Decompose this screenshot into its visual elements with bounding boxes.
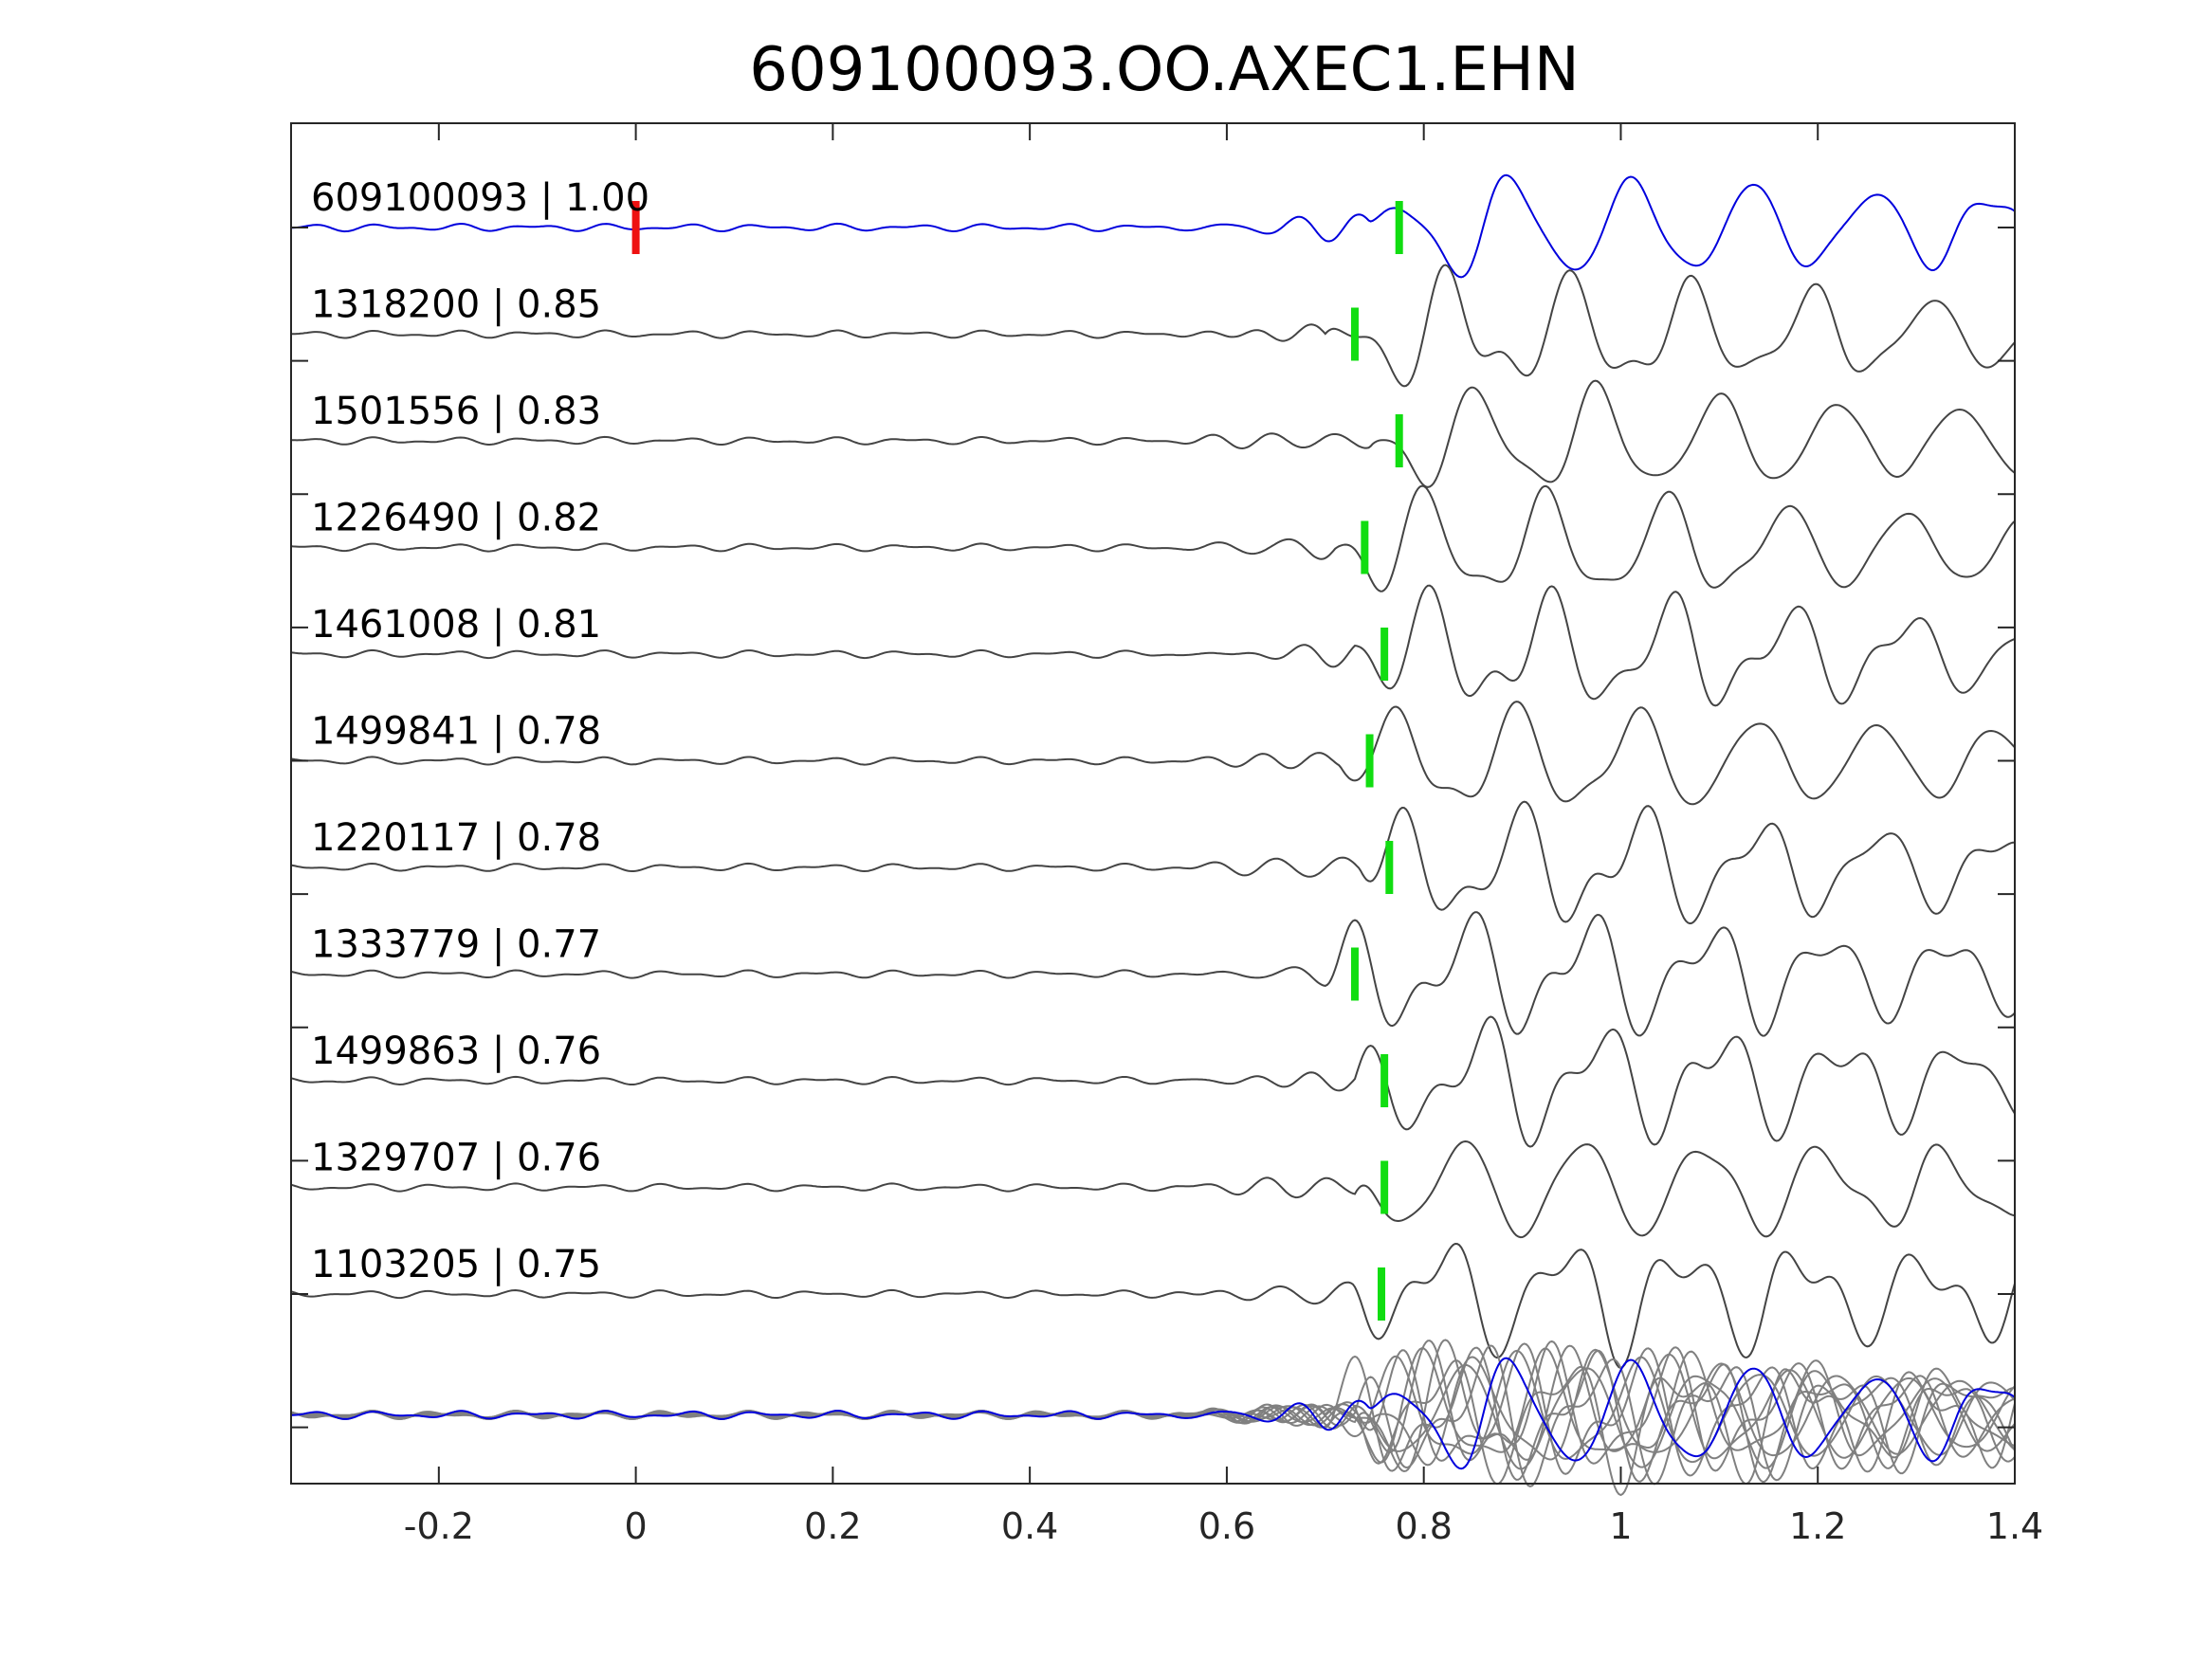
- overlay-trace-1226490: [290, 1347, 2016, 1464]
- pick-markers: [631, 201, 1403, 1321]
- x-tick-label: -0.2: [404, 1505, 474, 1547]
- trace-1501556: [290, 379, 2016, 488]
- x-tick-label: 0.4: [1001, 1505, 1058, 1547]
- overlay-trace-1220117: [290, 1342, 2016, 1477]
- trace-1103205: [290, 1242, 2016, 1370]
- overlay-trace-609100093: [291, 1357, 2016, 1470]
- trace-label-609100093: 609100093 | 1.00: [311, 176, 649, 220]
- trace-label-1329707: 1329707 | 0.76: [311, 1137, 601, 1180]
- trace-1220117: [290, 800, 2016, 925]
- x-tick-label: 0.2: [804, 1505, 861, 1547]
- trace-label-1103205: 1103205 | 0.75: [311, 1243, 601, 1286]
- trace-label-1333779: 1333779 | 0.77: [311, 923, 601, 967]
- x-tick-label: 0.6: [1198, 1505, 1255, 1547]
- trace-1499863: [290, 1015, 2016, 1148]
- trace-609100093: [291, 173, 2016, 279]
- trace-1329707: [290, 1139, 2016, 1239]
- trace-group: [290, 173, 2016, 1370]
- overlay-trace-1499841: [290, 1349, 2016, 1464]
- trace-label-1226490: 1226490 | 0.82: [311, 497, 601, 540]
- overlay-trace-1103205: [290, 1359, 2016, 1497]
- overlay-trace-1501556: [290, 1348, 2016, 1467]
- plot-frame: [290, 122, 2016, 1485]
- trace-label-1499863: 1499863 | 0.76: [311, 1030, 601, 1073]
- trace-label-1318200: 1318200 | 0.85: [311, 283, 601, 327]
- x-tick-label: 1.4: [1986, 1505, 2043, 1547]
- overlay-trace-1461008: [290, 1340, 2016, 1472]
- trace-1499841: [290, 701, 2016, 806]
- plot-axes: [290, 122, 2016, 1485]
- trace-1318200: [291, 264, 2016, 388]
- trace-1461008: [290, 584, 2016, 707]
- trace-label-1501556: 1501556 | 0.83: [311, 390, 601, 433]
- overlay-trace-1318200: [290, 1339, 2016, 1473]
- chart-title: 609100093.OO.AXEC1.EHN: [749, 35, 1580, 105]
- trace-label-1220117: 1220117 | 0.78: [311, 816, 601, 860]
- trace-label-1499841: 1499841 | 0.78: [311, 710, 601, 754]
- x-tick-label: 0: [625, 1505, 648, 1547]
- overlay-stack: [290, 1339, 2016, 1497]
- trace-label-1461008: 1461008 | 0.81: [311, 603, 601, 647]
- trace-1333779: [290, 911, 2016, 1037]
- x-axis-ticks: -0.2 0 0.2 0.4 0.6 0.8 1 1.2 1.4: [291, 123, 2043, 1547]
- x-tick-label: 1.2: [1789, 1505, 1846, 1547]
- x-tick-label: 1: [1609, 1505, 1632, 1547]
- x-tick-label: 0.8: [1395, 1505, 1452, 1547]
- trace-labels: 609100093 | 1.00 1318200 | 0.85 1501556 | …: [311, 176, 649, 1286]
- trace-1226490: [290, 484, 2016, 592]
